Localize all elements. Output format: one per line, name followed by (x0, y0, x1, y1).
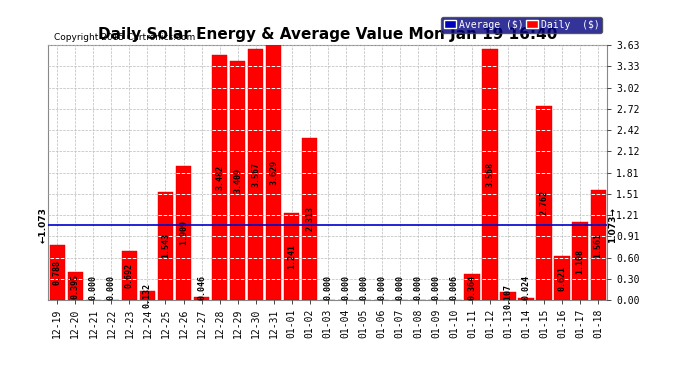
Text: 0.132: 0.132 (143, 283, 152, 308)
Text: 3.409: 3.409 (233, 168, 242, 193)
Text: 0.046: 0.046 (197, 274, 206, 300)
Text: 0.000: 0.000 (431, 274, 440, 300)
Bar (464, 274, 480, 300)
Text: 1.561: 1.561 (593, 232, 602, 258)
Bar (121, 251, 137, 300)
Bar (158, 192, 173, 300)
Text: 0.000: 0.000 (377, 274, 386, 300)
Text: 2.313: 2.313 (305, 206, 314, 231)
Text: 0.107: 0.107 (504, 284, 513, 309)
Bar (140, 291, 155, 300)
Text: 0.788: 0.788 (53, 260, 62, 285)
Text: 1.073→: 1.073→ (608, 207, 617, 243)
Text: 3.568: 3.568 (486, 162, 495, 187)
Bar (68, 272, 83, 300)
Bar (194, 297, 209, 300)
Text: 0.000: 0.000 (107, 274, 116, 300)
Bar (266, 45, 282, 300)
Bar (284, 213, 299, 300)
Text: 0.000: 0.000 (359, 274, 368, 300)
Bar (302, 138, 317, 300)
Text: 0.000: 0.000 (413, 274, 422, 300)
Text: 0.395: 0.395 (71, 274, 80, 298)
Text: 1.909: 1.909 (179, 220, 188, 246)
Text: 3.629: 3.629 (269, 160, 278, 185)
Bar (555, 256, 570, 300)
Text: 0.006: 0.006 (449, 274, 458, 300)
Bar (573, 222, 588, 300)
Text: 0.000: 0.000 (89, 274, 98, 300)
Legend: Average ($), Daily  ($): Average ($), Daily ($) (441, 17, 602, 33)
Text: 3.482: 3.482 (215, 165, 224, 190)
Text: Copyright 2015 Cartronics.com: Copyright 2015 Cartronics.com (54, 33, 195, 42)
Text: 0.000: 0.000 (323, 274, 333, 300)
Text: 3.567: 3.567 (251, 162, 260, 187)
Bar (248, 50, 264, 300)
Bar (500, 292, 515, 300)
Bar (536, 106, 552, 300)
Text: 0.364: 0.364 (468, 275, 477, 300)
Text: 0.621: 0.621 (558, 266, 566, 291)
Bar (591, 190, 606, 300)
Text: 0.000: 0.000 (395, 274, 404, 300)
Bar (176, 166, 191, 300)
Text: 0.000: 0.000 (342, 274, 351, 300)
Bar (230, 60, 245, 300)
Text: 2.762: 2.762 (540, 190, 549, 216)
Text: ←1.073: ←1.073 (39, 207, 48, 243)
Text: 1.241: 1.241 (287, 244, 296, 269)
Title: Daily Solar Energy & Average Value Mon Jan 19 16:40: Daily Solar Energy & Average Value Mon J… (98, 27, 558, 42)
Bar (212, 56, 227, 300)
Bar (50, 244, 65, 300)
Bar (518, 298, 534, 300)
Text: 1.543: 1.543 (161, 233, 170, 258)
Text: 1.108: 1.108 (575, 249, 584, 274)
Text: 0.692: 0.692 (125, 263, 134, 288)
Text: 0.024: 0.024 (522, 274, 531, 300)
Bar (482, 50, 497, 300)
